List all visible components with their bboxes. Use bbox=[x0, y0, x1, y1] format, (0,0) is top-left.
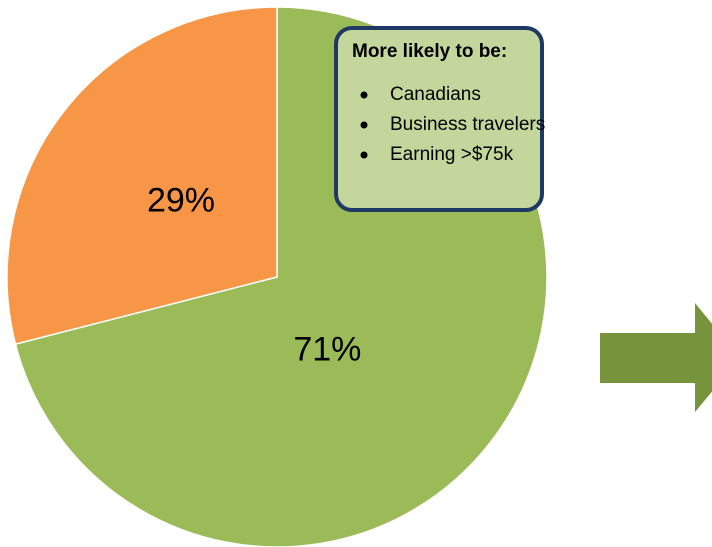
callout-items: Canadians Business travelers Earning >$75k bbox=[360, 84, 545, 165]
callout-item: Earning >$75k bbox=[390, 144, 514, 165]
callout-item: Canadians bbox=[390, 84, 481, 105]
bullet bbox=[360, 151, 368, 159]
arrow bbox=[600, 303, 712, 412]
slice-label: 71% bbox=[293, 331, 361, 369]
callout-title: More likely to be: bbox=[352, 41, 507, 62]
slice-label: 29% bbox=[147, 182, 215, 220]
callout-box bbox=[334, 26, 544, 212]
pie-slice bbox=[6, 6, 278, 346]
bullet bbox=[360, 91, 368, 99]
callout-item: Business travelers bbox=[390, 114, 545, 135]
bullet bbox=[360, 121, 368, 129]
